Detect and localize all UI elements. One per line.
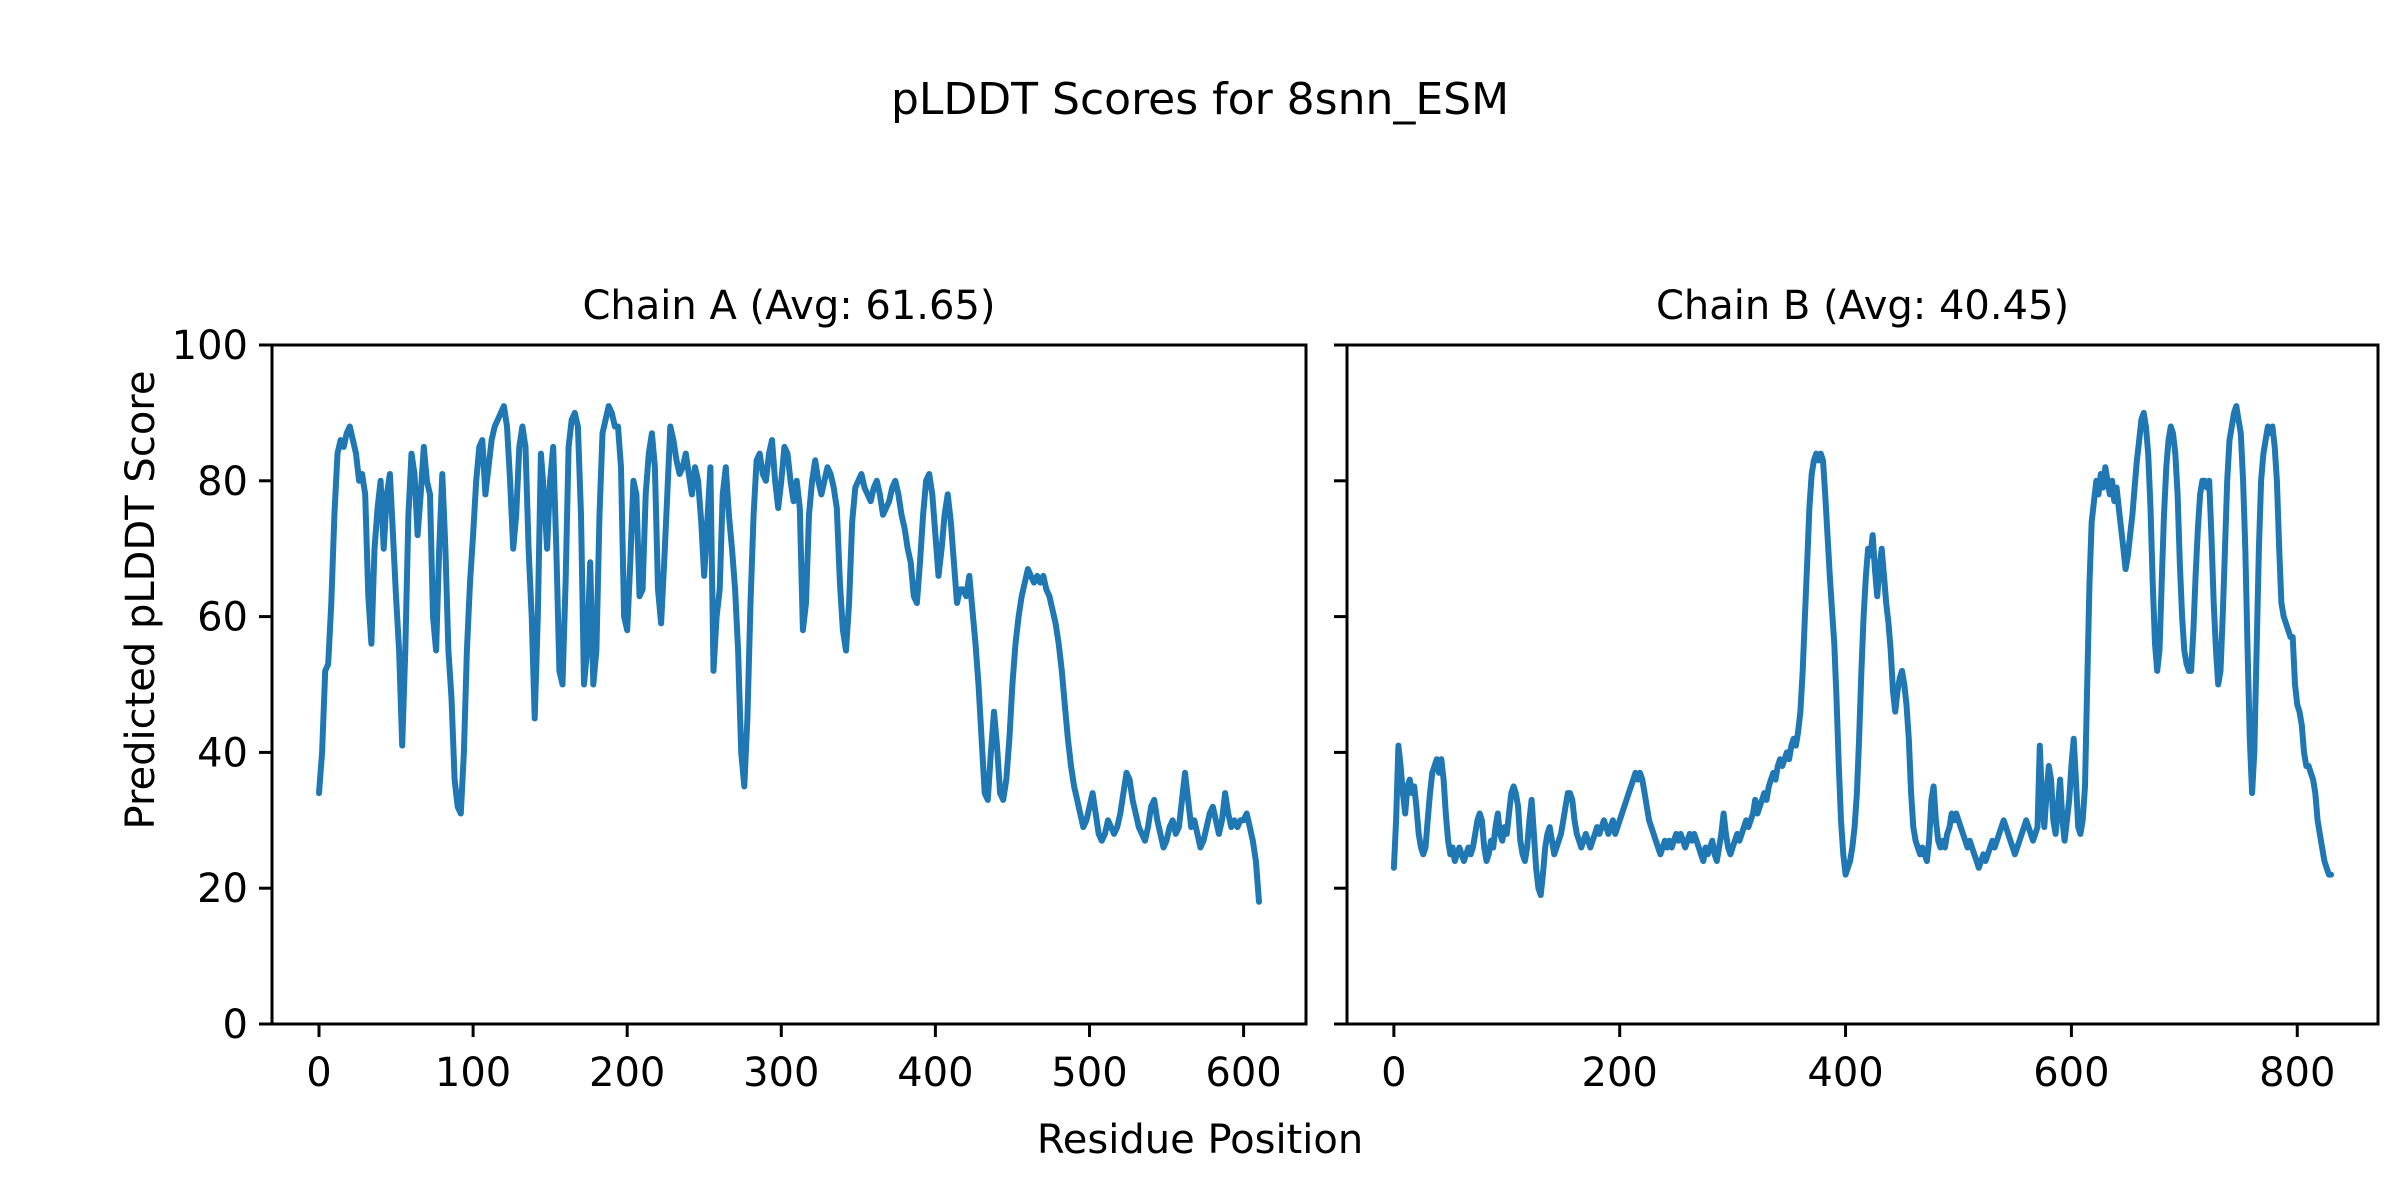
plot-box-chain-b	[1345, 343, 2380, 1026]
subplot-title-chain-a: Chain A (Avg: 61.65)	[582, 283, 996, 329]
y-tick-label: 20	[197, 866, 248, 912]
y-tick-label: 100	[172, 323, 248, 369]
y-tick-label: 80	[197, 459, 248, 505]
x-tick-label-chain-a: 100	[435, 1050, 511, 1096]
x-tick-label-chain-a: 600	[1205, 1050, 1281, 1096]
plddt-line-chain-b	[1390, 403, 2335, 898]
x-axis-label: Residue Position	[1036, 1117, 1364, 1163]
x-tick-label-chain-b: 200	[1582, 1050, 1658, 1096]
x-tick-label-chain-b: 800	[2259, 1050, 2335, 1096]
y-tick-label: 0	[223, 1002, 248, 1048]
x-tick-label-chain-a: 0	[306, 1050, 331, 1096]
x-tick-label-chain-a: 300	[743, 1050, 819, 1096]
x-tick-label-chain-a: 500	[1051, 1050, 1127, 1096]
x-tick-label-chain-a: 400	[897, 1050, 973, 1096]
x-tick-label-chain-b: 600	[2033, 1050, 2109, 1096]
y-tick-label: 60	[197, 595, 248, 641]
x-tick-label-chain-b: 400	[1807, 1050, 1883, 1096]
x-tick-label-chain-b: 0	[1381, 1050, 1406, 1096]
x-tick-label-chain-a: 200	[589, 1050, 665, 1096]
y-tick-label: 40	[197, 730, 248, 776]
plddt-line-chain-a	[316, 403, 1262, 905]
figure-title: pLDDT Scores for 8snn_ESM	[890, 74, 1510, 125]
subplot-title-chain-b: Chain B (Avg: 40.45)	[1655, 283, 2070, 329]
plot-box-chain-a	[270, 343, 1308, 1026]
y-axis-label: Predicted pLDDT Score	[118, 370, 164, 830]
